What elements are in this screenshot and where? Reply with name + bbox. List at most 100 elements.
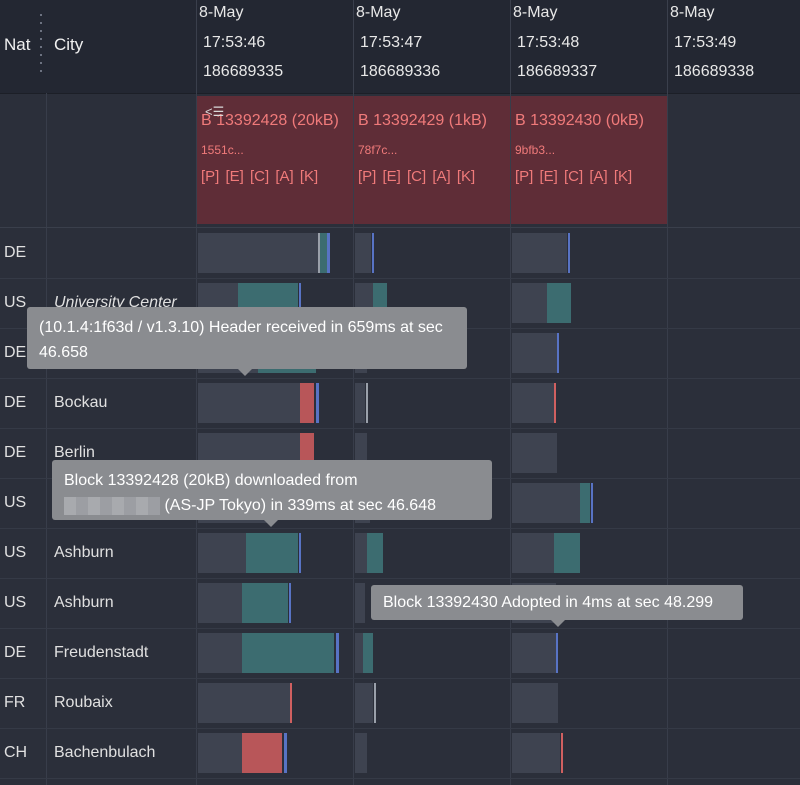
timing-bar (512, 733, 560, 773)
timing-marker (299, 533, 301, 573)
block-hash[interactable]: 9bfb3... (515, 143, 556, 157)
table-row[interactable]: US Ashburn (0, 528, 800, 579)
timeline-slot: 186689335 (203, 63, 284, 80)
timeline-column-3: 8-May 17:53:49 186689338 (667, 0, 800, 93)
column-divider (196, 93, 197, 785)
timeline-date: 8-May (199, 4, 244, 21)
download-bar (547, 283, 571, 323)
block-row: B 13392428 (20kB) 1551c... [P] [E] [C] [… (0, 93, 800, 228)
timing-marker (336, 633, 339, 673)
table-row[interactable]: DE (0, 228, 800, 279)
table-row[interactable]: DE Freudenstadt (0, 628, 800, 679)
download-tooltip: Block 13392428 (20kB) downloaded from (A… (52, 460, 492, 527)
timing-marker (568, 233, 570, 273)
timing-marker (556, 633, 558, 673)
nat-cell: US (4, 544, 27, 561)
nat-cell: US (4, 294, 27, 311)
download-bar (320, 233, 327, 273)
block-card-13392429[interactable]: B 13392429 (1kB) 78f7c... [P] [E] [C] [A… (354, 96, 510, 224)
timing-bar (198, 683, 290, 723)
block-card-13392430[interactable]: B 13392430 (0kB) 9bfb3... [P] [E] [C] [A… (511, 96, 667, 224)
block-card-13392428[interactable]: B 13392428 (20kB) 1551c... [P] [E] [C] [… (197, 96, 353, 224)
download-bar (554, 533, 580, 573)
city-cell: Berlin (54, 444, 95, 461)
tooltip-line-2-text: (AS-JP Tokyo) in 339ms at sec 46.648 (164, 497, 436, 514)
timeline-time: 17:53:46 (203, 34, 266, 51)
download-bar (246, 533, 298, 573)
column-resize-handle[interactable] (40, 14, 42, 78)
timeline-column-2: 8-May 17:53:48 186689337 (510, 0, 668, 93)
timing-marker (557, 333, 559, 373)
table-row[interactable]: CH Bachenbulach (0, 728, 800, 779)
timing-bar (512, 483, 580, 523)
timeline-slot: 186689338 (674, 63, 755, 80)
block-flags[interactable]: [P] [E] [C] [A] [K] (201, 168, 319, 185)
timing-marker (289, 583, 291, 623)
column-divider (46, 93, 47, 785)
timing-marker (366, 383, 368, 423)
timing-bar (512, 383, 554, 423)
timing-marker (554, 383, 556, 423)
timing-bar (355, 383, 365, 423)
timeline-slot: 186689336 (360, 63, 441, 80)
block-flags[interactable]: [P] [E] [C] [A] [K] (358, 168, 476, 185)
city-cell: Ashburn (54, 544, 114, 561)
city-cell: Bachenbulach (54, 744, 156, 761)
nat-cell: DE (4, 444, 27, 461)
city-cell: Ashburn (54, 594, 114, 611)
block-hash[interactable]: 1551c... (201, 143, 244, 157)
timing-bar (355, 583, 365, 623)
timing-marker (318, 233, 320, 273)
timing-marker (372, 233, 374, 273)
sort-icon[interactable]: <☰ (205, 104, 225, 119)
nat-cell: US (4, 494, 27, 511)
table-row[interactable]: FR Roubaix (0, 678, 800, 729)
timing-bar (198, 233, 318, 273)
nat-cell: DE (4, 244, 27, 261)
nat-cell: FR (4, 694, 26, 711)
table-header: Nat City 8-May 17:53:46 186689335 8-May … (0, 0, 800, 94)
city-cell: University Center (54, 294, 177, 311)
download-bar (363, 633, 373, 673)
timing-bar (512, 683, 558, 723)
redacted-address (64, 496, 160, 515)
nat-cell: DE (4, 344, 27, 361)
city-cell: Roubaix (54, 694, 113, 711)
timing-bar (512, 333, 557, 373)
timing-bar (198, 733, 242, 773)
download-bar (242, 633, 334, 673)
timing-marker (290, 683, 292, 723)
timeline-time: 17:53:49 (674, 34, 737, 51)
timing-bar (512, 533, 554, 573)
nat-cell: DE (4, 394, 27, 411)
download-bar (300, 383, 314, 423)
tooltip-arrow (551, 620, 565, 627)
timeline-time: 17:53:47 (360, 34, 423, 51)
nat-column-header[interactable]: Nat (4, 35, 31, 54)
block-title: B 13392428 (20kB) (201, 112, 339, 129)
block-title: B 13392430 (0kB) (515, 112, 644, 129)
tooltip-arrow (238, 369, 252, 376)
timing-bar (198, 383, 300, 423)
tooltip-text: Block 13392430 Adopted in 4ms at sec 48.… (383, 594, 714, 611)
download-bar (242, 733, 282, 773)
timing-bar (355, 733, 367, 773)
timeline-date: 8-May (670, 4, 715, 21)
tooltip-line-2: (AS-JP Tokyo) in 339ms at sec 46.648 (64, 493, 480, 518)
block-hash[interactable]: 78f7c... (358, 143, 398, 157)
timing-bar (355, 683, 373, 723)
timing-marker (374, 683, 376, 723)
timeline-time: 17:53:48 (517, 34, 580, 51)
block-title: B 13392429 (1kB) (358, 112, 487, 129)
city-cell: Bockau (54, 394, 108, 411)
nat-cell: CH (4, 744, 28, 761)
timeline-column-0: 8-May 17:53:46 186689335 (196, 0, 354, 93)
tooltip-line-1: Block 13392428 (20kB) downloaded from (64, 472, 358, 489)
timing-marker (284, 733, 287, 773)
city-column-header[interactable]: City (54, 35, 84, 54)
column-divider (353, 93, 354, 785)
table-row[interactable]: DE Bockau (0, 378, 800, 429)
timing-bar (198, 533, 246, 573)
block-flags[interactable]: [P] [E] [C] [A] [K] (515, 168, 633, 185)
